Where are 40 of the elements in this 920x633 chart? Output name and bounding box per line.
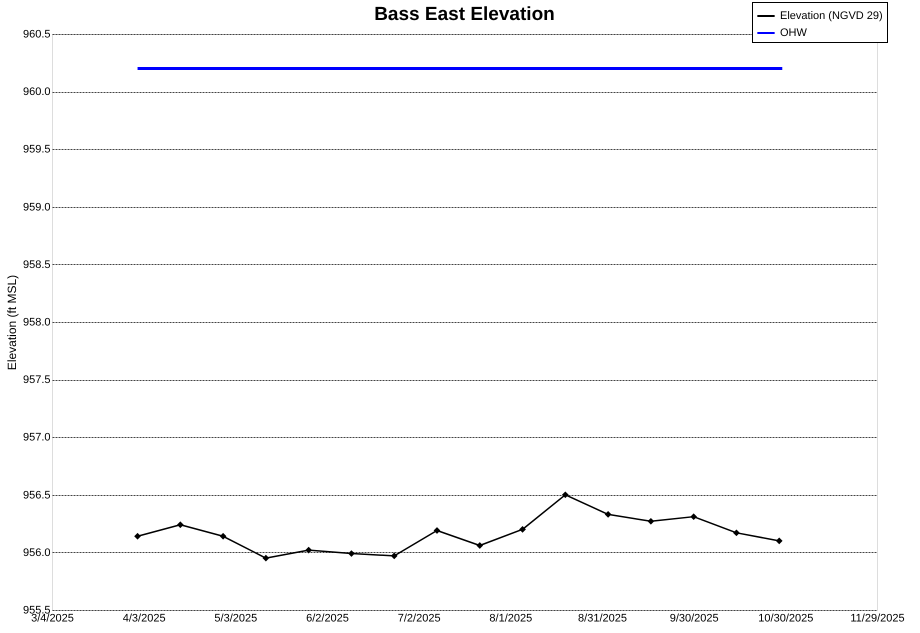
point — [604, 511, 612, 518]
y-tick-label: 959.0 — [22, 201, 50, 214]
y-tick-label: 958.0 — [22, 316, 50, 328]
legend-label: Elevation (NGVD 29) — [780, 10, 883, 22]
point — [348, 550, 355, 557]
x-tick-label: 3/4/2025 — [31, 612, 74, 624]
x-tick-label: 11/29/2025 — [850, 612, 905, 624]
x-tick-label: 6/2/2025 — [306, 612, 349, 624]
y-tick-label: 960.5 — [22, 28, 50, 40]
x-tick-label: 8/31/2025 — [578, 612, 627, 624]
point — [690, 513, 698, 520]
y-tick-label: 958.5 — [22, 258, 50, 271]
x-tick-label: 4/3/2025 — [122, 612, 166, 624]
point — [305, 546, 312, 554]
point — [134, 532, 141, 540]
point — [176, 521, 184, 528]
point — [390, 552, 398, 560]
point — [776, 538, 783, 544]
point — [434, 527, 440, 534]
y-tick-label: 959.5 — [22, 144, 50, 156]
legend-label: OHW — [780, 27, 808, 39]
point — [220, 532, 226, 540]
y-axis-title: Elevation (ft MSL) — [4, 274, 19, 370]
point — [519, 526, 526, 533]
point — [733, 529, 740, 536]
point — [476, 542, 484, 549]
y-tick-label: 960.0 — [22, 86, 50, 98]
x-tick-label: 10/30/2025 — [758, 612, 814, 624]
x-tick-label: 7/2/2025 — [398, 612, 441, 624]
point — [648, 518, 654, 525]
y-tick-label: 957.5 — [22, 374, 50, 386]
x-tick-label: 5/3/2025 — [214, 612, 258, 624]
point — [562, 491, 569, 498]
x-tick-label: 8/1/2025 — [489, 612, 532, 624]
y-tick-label: 956.0 — [22, 546, 50, 559]
y-tick-label: 956.5 — [22, 489, 50, 502]
point — [262, 554, 270, 562]
chart-title: Bass East Elevation — [374, 4, 555, 25]
y-tick-label: 957.0 — [22, 432, 50, 444]
x-tick-label: 9/30/2025 — [670, 612, 719, 624]
